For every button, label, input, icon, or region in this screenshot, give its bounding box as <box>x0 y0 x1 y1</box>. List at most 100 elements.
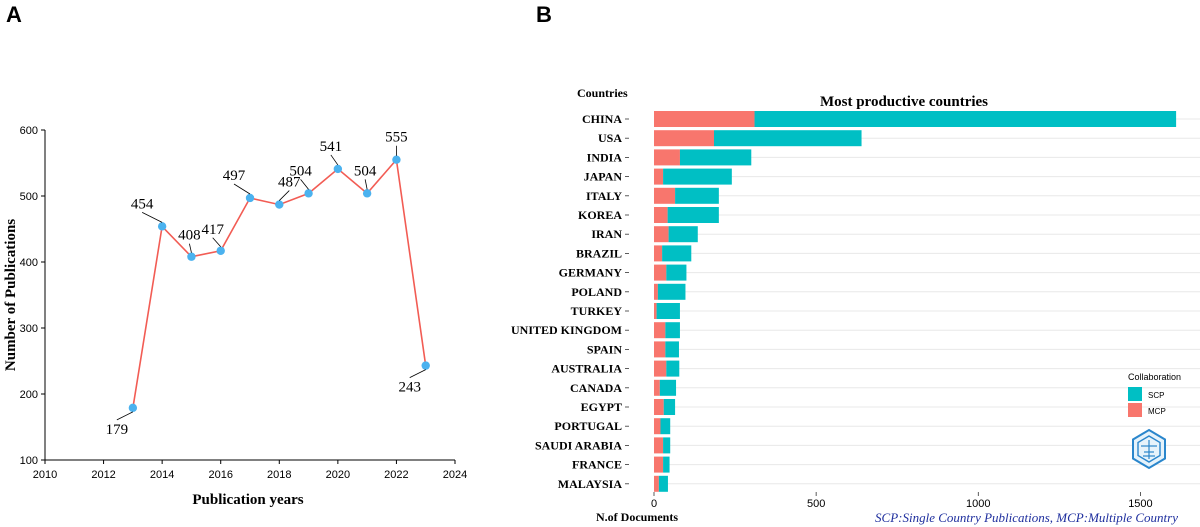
panel-label-a: A <box>6 2 22 27</box>
category-label: CANADA <box>570 381 622 395</box>
bar-chart: Countries Most productive countries CHIN… <box>511 86 1200 525</box>
y-tick-label: 500 <box>20 191 38 203</box>
bar-scp <box>675 187 719 204</box>
data-point <box>421 361 430 370</box>
legend-swatch-scp <box>1128 387 1142 401</box>
category-label: EGYPT <box>581 400 622 414</box>
category-label: AUSTRALIA <box>551 362 622 376</box>
data-label-leader <box>141 212 163 223</box>
bar-mcp <box>654 264 667 281</box>
legend: Collaboration SCP MCP <box>1128 372 1181 417</box>
x-tick-label: 2016 <box>208 469 232 481</box>
bar-scp <box>660 418 671 435</box>
bars <box>654 111 1177 492</box>
bar-mcp <box>654 379 660 396</box>
category-label: SAUDI ARABIA <box>535 438 622 452</box>
category-label: SPAIN <box>587 342 622 356</box>
x-tick-label: 2020 <box>326 469 350 481</box>
data-point <box>275 200 284 209</box>
bar-mcp <box>654 283 658 300</box>
data-label-leader <box>212 237 222 248</box>
data-label: 504 <box>289 163 312 179</box>
data-label: 417 <box>201 222 224 238</box>
bar-mcp <box>654 360 667 377</box>
data-label-leader <box>330 154 339 166</box>
bar-scp <box>754 111 1177 127</box>
x-tick-label: 0 <box>651 498 657 510</box>
bar-scp <box>662 245 692 262</box>
bar-mcp <box>654 303 657 319</box>
data-point <box>216 246 225 255</box>
y-tick-label: 200 <box>20 389 38 401</box>
data-point <box>187 252 196 261</box>
data-label: 179 <box>106 422 129 438</box>
category-label: ITALY <box>586 189 622 203</box>
bar-scp <box>663 168 732 185</box>
category-label: UNITED KINGDOM <box>511 323 622 337</box>
x-tick-label: 1000 <box>966 498 990 510</box>
bar-mcp <box>654 111 755 127</box>
y-tick-label: 600 <box>20 125 38 137</box>
data-point <box>157 222 167 231</box>
data-label: 555 <box>385 130 408 146</box>
x-ticks: 0 500 1000 1500 <box>651 492 1153 510</box>
footnote: SCP:Single Country Publications, MCP:Mul… <box>875 510 1178 525</box>
bar-scp <box>668 226 698 243</box>
bar-mcp <box>654 437 664 454</box>
category-label: INDIA <box>587 150 623 164</box>
bar-mcp <box>654 322 666 339</box>
bar-scp <box>657 283 686 300</box>
bar-scp <box>663 456 670 473</box>
x-tick-label: 1500 <box>1128 498 1152 510</box>
category-label: FRANCE <box>572 458 622 472</box>
bar-mcp <box>654 475 659 492</box>
y-tick-label: 100 <box>20 455 38 467</box>
y-axis-title: Number of Publications <box>3 219 19 371</box>
data-label: 243 <box>398 380 421 396</box>
y-tick-label: 300 <box>20 323 38 335</box>
bar-mcp <box>654 187 676 204</box>
x-tick-label: 2010 <box>33 469 57 481</box>
data-label: 487 <box>278 175 301 191</box>
bar-scp <box>666 360 680 377</box>
category-label: KOREA <box>578 208 622 222</box>
data-points <box>128 155 430 413</box>
bar-scp <box>679 149 752 166</box>
legend-swatch-mcp <box>1128 403 1142 417</box>
data-point <box>304 189 313 198</box>
data-label: 504 <box>354 163 377 179</box>
x-tick-label: 2012 <box>91 469 115 481</box>
bar-scp <box>665 322 680 339</box>
data-label: 541 <box>320 139 343 155</box>
bar-mcp <box>654 456 664 473</box>
bar-mcp <box>654 168 664 185</box>
bar-scp <box>713 130 862 147</box>
bar-scp <box>656 303 680 319</box>
bar-scp <box>658 475 668 492</box>
x-tick-label: 2014 <box>150 469 174 481</box>
category-label: IRAN <box>591 227 622 241</box>
category-label: MALAYSIA <box>558 477 623 491</box>
data-point <box>362 189 372 198</box>
bar-scp <box>663 399 676 415</box>
x-axis-title: N.of Documents <box>596 510 678 524</box>
category-label: PORTUGAL <box>554 419 622 433</box>
data-label: 497 <box>223 168 246 184</box>
data-label-leader <box>279 190 290 201</box>
bar-mcp <box>654 226 669 243</box>
x-tick-label: 2018 <box>267 469 291 481</box>
x-tick-label: 500 <box>807 498 825 510</box>
category-label: BRAZIL <box>576 246 622 260</box>
data-label: 408 <box>178 228 201 244</box>
y-tick-label: 400 <box>20 257 38 269</box>
bibliometrix-logo-icon <box>1132 428 1166 470</box>
x-tick-label: 2022 <box>384 469 408 481</box>
data-label-leader <box>189 243 192 253</box>
chart-title: Most productive countries <box>820 94 988 110</box>
category-label: POLAND <box>571 285 622 299</box>
y-header: Countries <box>577 86 628 100</box>
data-point <box>128 403 138 413</box>
bar-scp <box>666 264 687 281</box>
